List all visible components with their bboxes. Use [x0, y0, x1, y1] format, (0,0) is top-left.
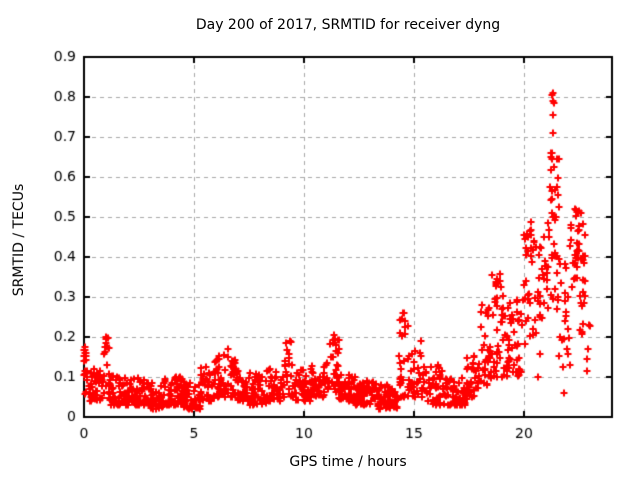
y-axis-label-text: SRMTID / TECUs: [11, 183, 27, 297]
chart-title: Day 200 of 2017, SRMTID for receiver dyn…: [195, 17, 501, 33]
x-axis-label: GPS time / hours: [289, 454, 407, 470]
